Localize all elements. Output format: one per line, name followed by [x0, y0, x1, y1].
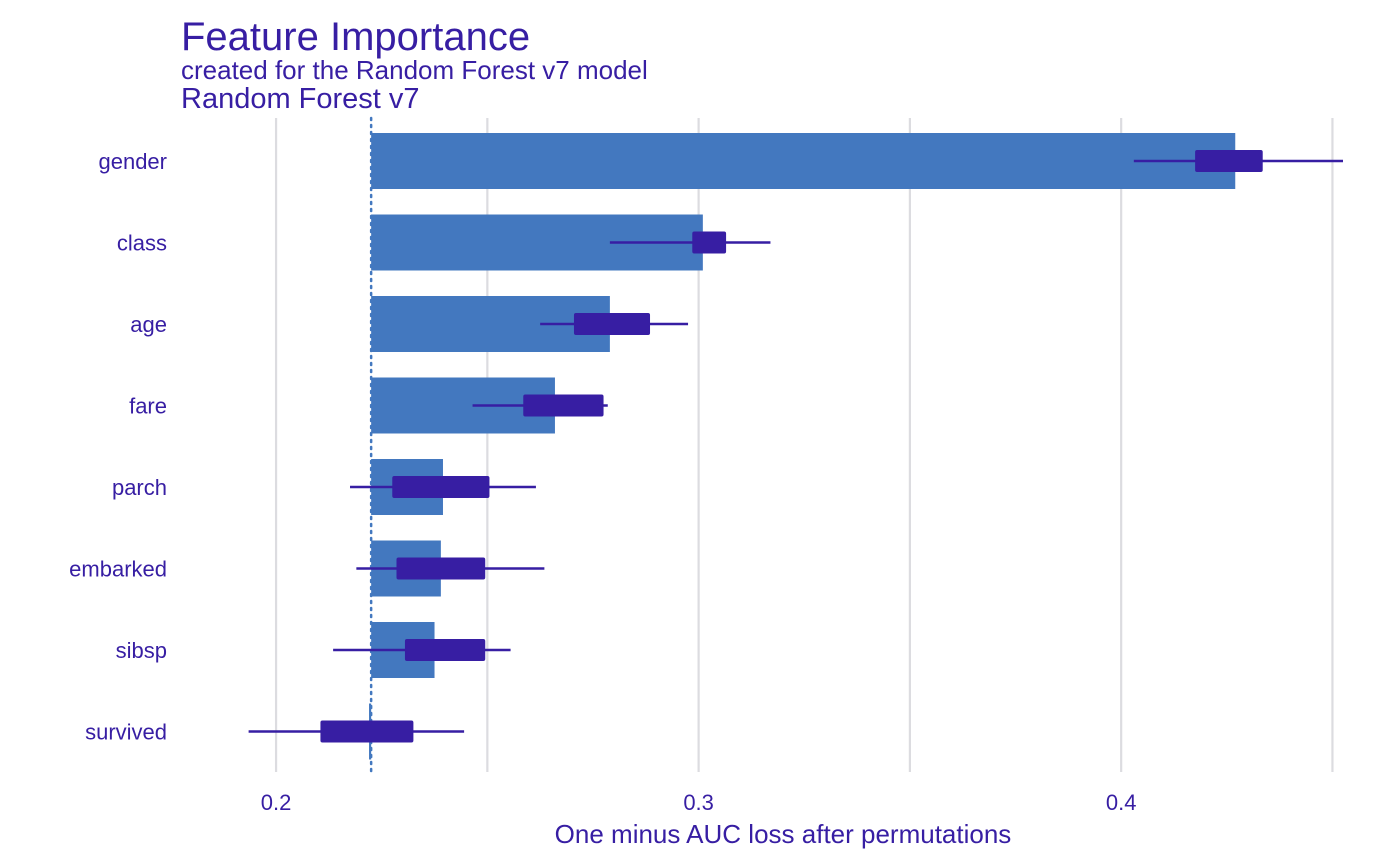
x-axis-label: One minus AUC loss after permutations — [555, 819, 1012, 849]
box-fare — [523, 394, 604, 417]
y-label-parch: parch — [112, 475, 167, 500]
y-label-fare: fare — [129, 394, 167, 419]
y-label-sibsp: sibsp — [116, 638, 167, 663]
x-axis-tick-labels: 0.2 0.3 0.4 — [261, 790, 1137, 815]
y-label-gender: gender — [98, 149, 167, 174]
x-tick-label-2: 0.4 — [1106, 790, 1137, 815]
bar-gender — [371, 133, 1236, 189]
x-tick-label-1: 0.3 — [683, 790, 714, 815]
box-age — [573, 313, 651, 335]
box-parch — [392, 476, 490, 498]
box-embarked — [396, 557, 486, 580]
y-label-embarked: embarked — [69, 557, 167, 582]
x-tick-label-0: 0.2 — [261, 790, 292, 815]
boxplot-layer — [248, 150, 1343, 743]
box-survived — [320, 720, 414, 743]
y-label-survived: survived — [85, 720, 167, 745]
bar-layer — [369, 133, 1236, 760]
y-label-class: class — [117, 231, 167, 256]
box-sibsp — [404, 639, 486, 661]
chart-title: Feature Importance — [181, 15, 530, 59]
y-label-age: age — [130, 312, 167, 337]
facet-label: Random Forest v7 — [181, 83, 420, 115]
chart-subtitle: created for the Random Forest v7 model — [181, 55, 648, 85]
box-class — [692, 231, 727, 254]
y-axis-labels: gender class age fare parch embarked sibsp surv… — [69, 149, 167, 745]
box-gender — [1195, 150, 1263, 172]
